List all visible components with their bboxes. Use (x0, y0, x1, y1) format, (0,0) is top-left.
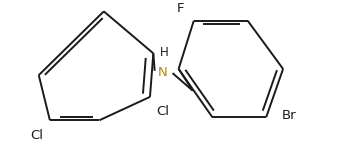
Text: Cl: Cl (156, 105, 169, 118)
Text: F: F (177, 2, 185, 15)
Text: Cl: Cl (30, 129, 43, 141)
Text: Br: Br (282, 109, 297, 122)
Text: H: H (159, 46, 168, 59)
Text: N: N (158, 66, 168, 79)
